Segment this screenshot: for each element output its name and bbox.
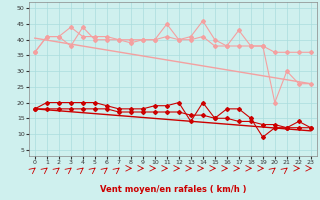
X-axis label: Vent moyen/en rafales ( km/h ): Vent moyen/en rafales ( km/h ) — [100, 185, 246, 194]
